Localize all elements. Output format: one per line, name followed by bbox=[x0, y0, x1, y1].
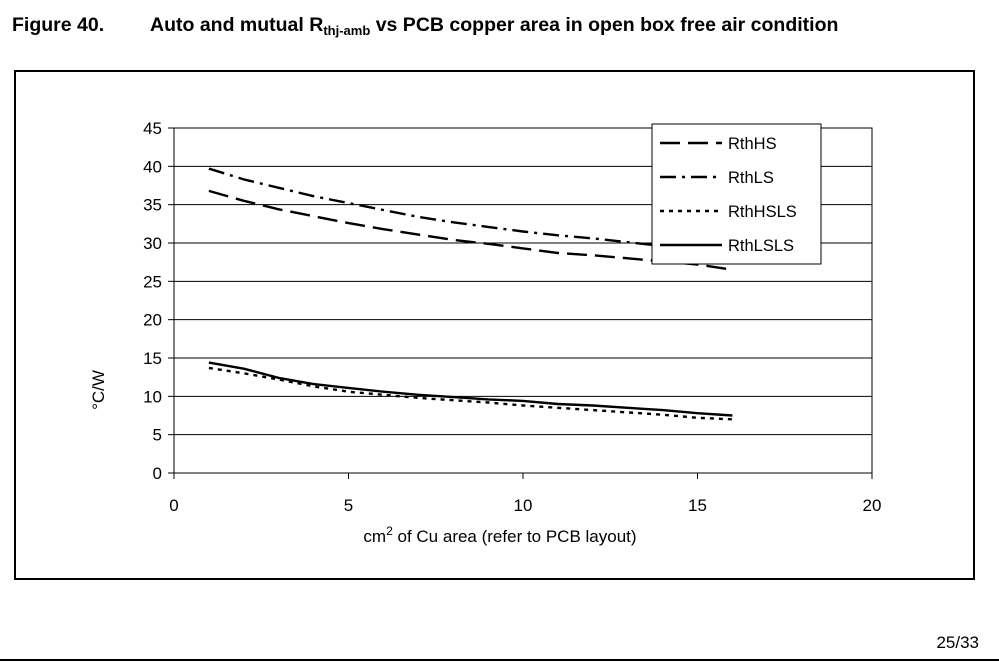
figure-caption-part1: Auto and mutual R bbox=[150, 14, 324, 36]
series-line-rthhsls bbox=[208, 366, 733, 421]
footer-divider bbox=[0, 659, 999, 661]
legend-label-rthhsls: RthHSLS bbox=[728, 203, 797, 221]
y-tick-label-25: 25 bbox=[143, 272, 162, 291]
y-tick-label-10: 10 bbox=[143, 387, 162, 406]
x-tick-label-5: 5 bbox=[344, 496, 353, 515]
figure-caption: Auto and mutual Rthj-amb vs PCB copper a… bbox=[150, 12, 930, 44]
page-number: 25/33 bbox=[936, 633, 979, 652]
figure-caption-part2: vs PCB copper area in open box free air … bbox=[370, 14, 839, 36]
legend-box bbox=[651, 123, 822, 265]
x-tick-label-0: 0 bbox=[169, 496, 178, 515]
x-axis-label-prefix: cm bbox=[363, 527, 386, 546]
x-axis-label: cm2 of Cu area (refer to PCB layout) bbox=[363, 524, 636, 546]
series-layer bbox=[208, 167, 733, 421]
x-axis-label-rest: of Cu area (refer to PCB layout) bbox=[393, 527, 637, 546]
y-tick-label-5: 5 bbox=[153, 426, 162, 445]
y-tick-label-45: 45 bbox=[143, 119, 162, 138]
x-tick-label-15: 15 bbox=[688, 496, 707, 515]
axis-layer: 0 5 10 15 20 25 30 35 40 45 0 5 10 15 20 bbox=[143, 119, 881, 515]
legend-label-rthlsls: RthLSLS bbox=[728, 237, 794, 255]
legend-label-rthhs: RthHS bbox=[728, 135, 777, 153]
series-line-rthls bbox=[208, 167, 733, 255]
legend: RthHS RthLS RthHSLS RthLSLS bbox=[651, 123, 822, 265]
chart-frame: 0 5 10 15 20 25 30 35 40 45 0 5 10 15 20 RthHS RthLS Rth… bbox=[14, 70, 975, 580]
x-axis-label-superscript: 2 bbox=[386, 524, 393, 538]
y-tick-label-0: 0 bbox=[153, 464, 162, 483]
figure-number: Figure 40. bbox=[12, 14, 105, 36]
x-tick-label-10: 10 bbox=[514, 496, 533, 515]
series-line-rthlsls bbox=[208, 361, 733, 417]
y-axis-label: °C/W bbox=[89, 370, 108, 410]
y-tick-label-15: 15 bbox=[143, 349, 162, 368]
legend-label-rthls: RthLS bbox=[728, 169, 774, 187]
y-tick-label-35: 35 bbox=[143, 196, 162, 215]
y-tick-label-40: 40 bbox=[143, 157, 162, 176]
y-tick-label-20: 20 bbox=[143, 311, 162, 330]
y-tick-label-30: 30 bbox=[143, 234, 162, 253]
series-line-rthhs bbox=[208, 189, 733, 271]
figure-caption-subscript: thj-amb bbox=[323, 23, 371, 38]
x-tick-label-20: 20 bbox=[863, 496, 882, 515]
